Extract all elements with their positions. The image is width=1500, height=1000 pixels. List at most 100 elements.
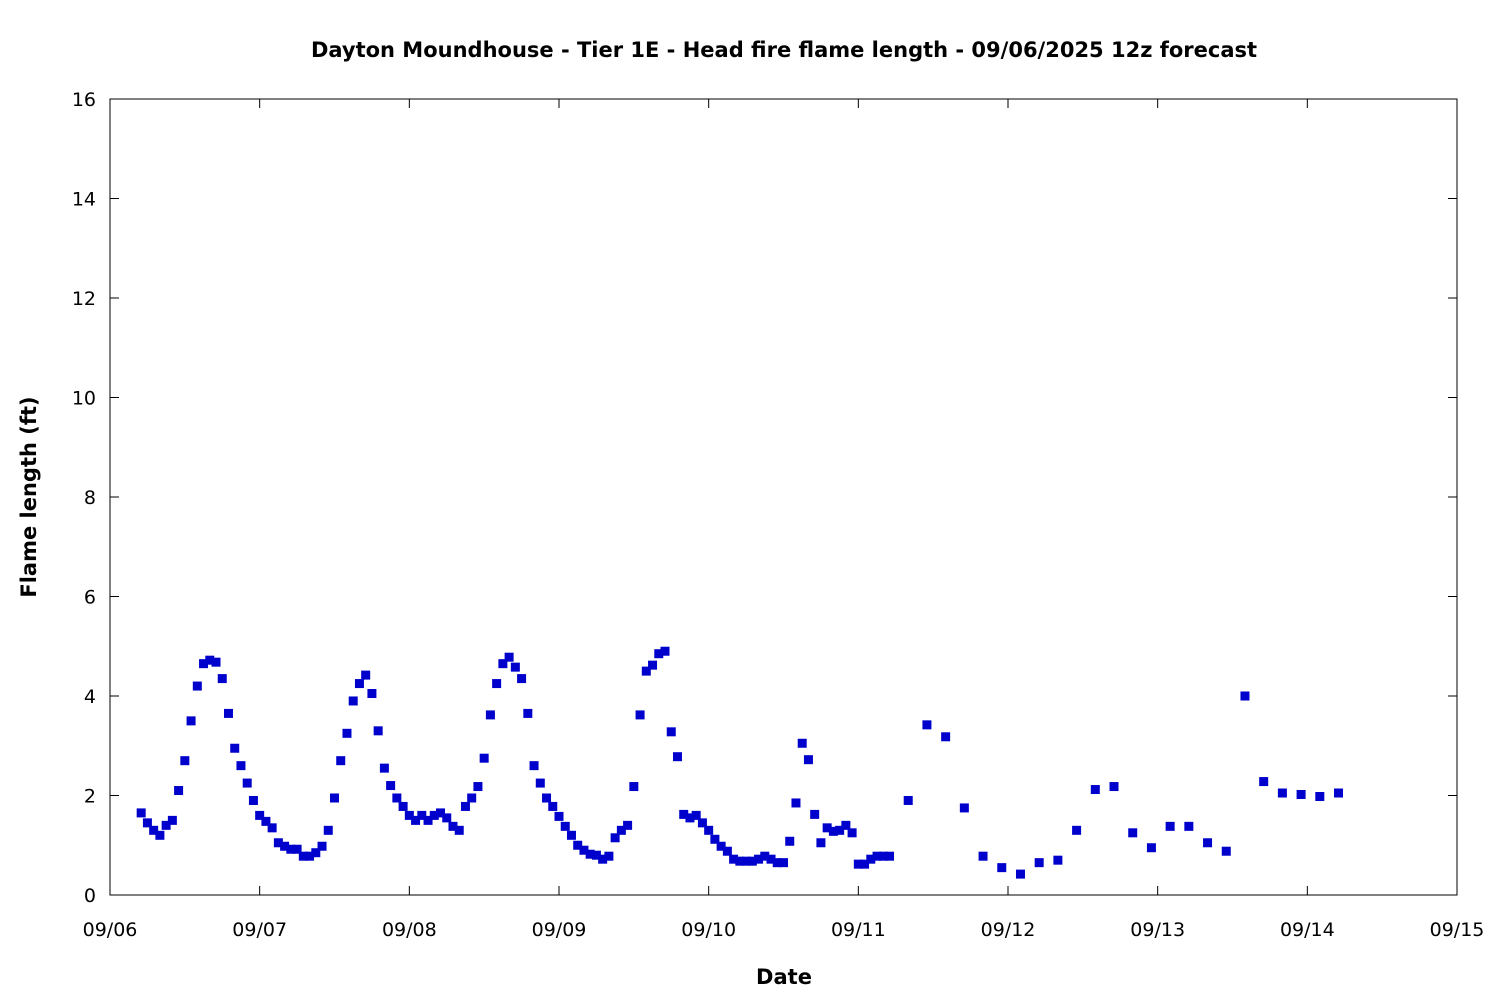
data-point (211, 657, 221, 667)
data-point (1128, 828, 1138, 838)
data-point (635, 710, 645, 720)
data-point (1296, 790, 1306, 800)
data-point (317, 841, 327, 851)
data-point (629, 782, 639, 792)
data-point (853, 859, 863, 869)
data-point (747, 856, 757, 866)
y-tick-label: 16 (72, 89, 96, 111)
data-point (298, 851, 308, 861)
data-point (205, 655, 215, 665)
data-point (442, 813, 452, 823)
data-point (336, 756, 346, 766)
data-point (460, 801, 470, 811)
data-point (579, 845, 589, 855)
data-point (860, 859, 870, 869)
tick-labels: 0 2 4 6 8 10 12 14 16 09/06 09/07 09/08 09/09 09/10 09… (72, 89, 1485, 941)
data-points (136, 646, 1344, 879)
data-point (392, 793, 402, 803)
data-point (167, 815, 177, 825)
data-point (585, 849, 595, 859)
data-point (691, 810, 701, 820)
data-point (411, 815, 421, 825)
axis-ticks (109, 98, 1458, 896)
data-point (498, 659, 508, 669)
data-point (510, 662, 520, 672)
chart-title: Dayton Moundhouse - Tier 1E - Head fire … (311, 38, 1257, 62)
x-tick-label: 09/10 (681, 919, 736, 941)
data-point (598, 854, 608, 864)
data-point (810, 809, 820, 819)
data-point (192, 681, 202, 691)
data-point (1015, 869, 1025, 879)
data-point (149, 825, 159, 835)
data-point (1315, 791, 1325, 801)
x-tick-label: 09/07 (232, 919, 287, 941)
data-point (479, 753, 489, 763)
data-point (161, 820, 171, 830)
data-point (504, 652, 514, 662)
data-point (535, 778, 545, 788)
data-point (822, 823, 832, 833)
data-point (454, 825, 464, 835)
data-point (548, 801, 558, 811)
data-point (261, 816, 271, 826)
data-point (398, 801, 408, 811)
x-tick-label: 09/09 (532, 919, 587, 941)
data-point (828, 826, 838, 836)
y-tick-label: 4 (84, 686, 96, 708)
x-tick-label: 09/08 (382, 919, 437, 941)
data-point (373, 726, 383, 736)
data-point (1277, 788, 1287, 798)
data-point (760, 851, 770, 861)
data-point (523, 708, 533, 718)
data-point (136, 808, 146, 818)
data-point (348, 696, 358, 706)
data-point (866, 854, 876, 864)
data-point (604, 851, 614, 861)
data-point (959, 803, 969, 813)
data-point (361, 670, 371, 680)
data-point (654, 649, 664, 659)
data-point (379, 763, 389, 773)
data-point (941, 732, 951, 742)
data-point (217, 674, 227, 684)
data-point (267, 823, 277, 833)
y-axis-label: Flame length (ft) (17, 396, 41, 597)
data-point (685, 813, 695, 823)
data-point (1146, 843, 1156, 853)
data-point (735, 856, 745, 866)
data-point (155, 830, 165, 840)
data-point (485, 710, 495, 720)
data-point (1221, 846, 1231, 856)
data-point (616, 825, 626, 835)
data-point (467, 793, 477, 803)
plot-frame (109, 98, 1458, 896)
data-point (255, 810, 265, 820)
data-point (791, 798, 801, 808)
data-point (573, 840, 583, 850)
x-tick-label: 09/15 (1430, 919, 1485, 941)
data-point (142, 818, 152, 828)
data-point (280, 841, 290, 851)
data-point (330, 793, 339, 803)
data-point (785, 836, 795, 846)
data-point (423, 815, 433, 825)
data-point (305, 851, 315, 861)
data-point (323, 825, 333, 835)
data-point (610, 833, 620, 843)
data-point (729, 854, 739, 864)
x-tick-label: 09/06 (83, 919, 138, 941)
data-point (554, 811, 564, 821)
data-point (1240, 691, 1250, 701)
data-point (1034, 858, 1044, 868)
data-point (560, 821, 570, 831)
data-point (1072, 825, 1082, 835)
data-point (1259, 777, 1269, 787)
data-point (878, 851, 888, 861)
x-tick-label: 09/14 (1280, 919, 1335, 941)
data-point (1053, 855, 1063, 865)
data-point (666, 727, 676, 737)
data-point (223, 708, 233, 718)
data-point (741, 856, 751, 866)
